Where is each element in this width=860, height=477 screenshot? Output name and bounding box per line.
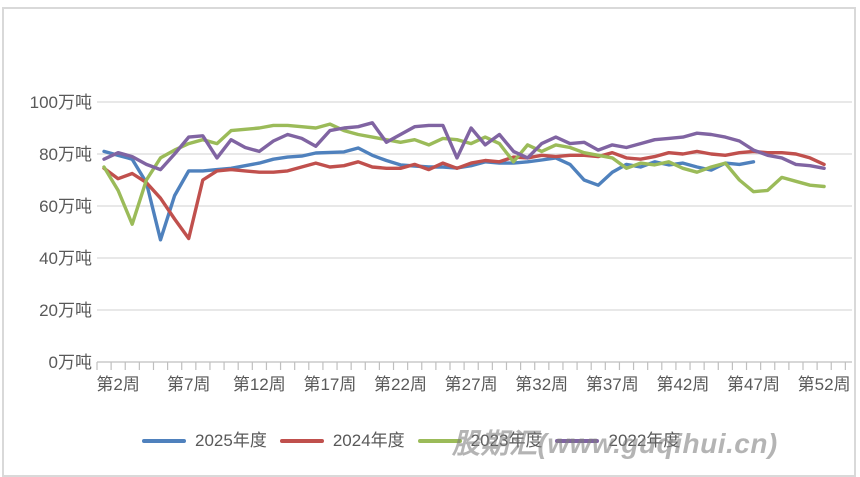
- y-tick-label: 60万吨: [39, 197, 92, 216]
- x-tick-label: 第2周: [96, 375, 139, 394]
- y-tick-label: 0万吨: [49, 353, 92, 372]
- series-line-2025年度: [102, 146, 756, 242]
- x-tick-label: 第42周: [656, 375, 709, 394]
- x-tick-label: 第17周: [303, 375, 356, 394]
- x-tick-label: 第22周: [374, 375, 427, 394]
- y-tick-label: 20万吨: [39, 301, 92, 320]
- x-tick-label: 第47周: [727, 375, 780, 394]
- legend-line-swatch: [555, 439, 600, 443]
- x-tick-label: 第32周: [515, 375, 568, 394]
- series-line-2022年度: [102, 121, 826, 172]
- legend-label: 2025年度: [195, 431, 267, 450]
- x-tick-label: 第27周: [445, 375, 498, 394]
- legend-line-swatch: [417, 439, 462, 443]
- legend-item: 2023年度: [417, 430, 543, 452]
- legend-label: 2023年度: [470, 431, 543, 450]
- legend-item: 2022年度: [555, 430, 680, 452]
- x-tick-label: 第7周: [167, 375, 210, 394]
- legend-label: 2024年度: [332, 431, 405, 450]
- legend-item: 2024年度: [279, 430, 405, 452]
- legend-item: 2025年度: [142, 430, 267, 452]
- watermark-text: 股期汇(www.guqihui.cn): [452, 428, 778, 459]
- x-tick-label: 第12周: [233, 375, 286, 394]
- x-tick-label: 第37周: [586, 375, 639, 394]
- y-tick-label: 40万吨: [39, 249, 92, 268]
- legend-line-swatch: [142, 439, 186, 443]
- legend-label: 2022年度: [608, 431, 681, 450]
- chart-panel: [2, 7, 856, 477]
- chart-legend: 2025年度 2024年度 2023年度 2022年度: [142, 430, 693, 452]
- x-tick-label: 第52周: [798, 375, 851, 394]
- legend-line-swatch: [279, 439, 324, 443]
- y-tick-label: 80万吨: [39, 145, 92, 164]
- series-line-2024年度: [102, 149, 826, 241]
- y-tick-label: 100万吨: [30, 93, 92, 112]
